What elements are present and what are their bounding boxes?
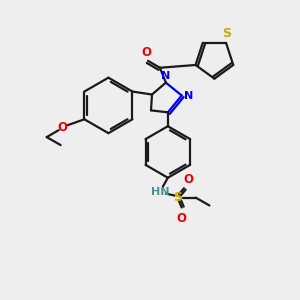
Text: S: S	[173, 191, 182, 204]
Text: O: O	[177, 212, 187, 225]
Text: O: O	[141, 46, 151, 59]
Text: O: O	[184, 173, 194, 186]
Text: N: N	[184, 91, 193, 100]
Text: N: N	[161, 70, 170, 81]
Text: O: O	[58, 121, 68, 134]
Text: S: S	[223, 27, 232, 40]
Text: HN: HN	[151, 187, 169, 196]
